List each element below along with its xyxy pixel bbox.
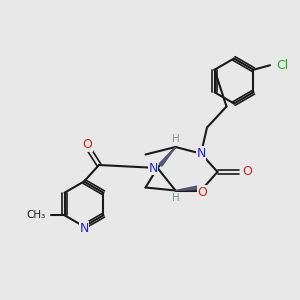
Text: O: O	[82, 138, 92, 152]
Text: Cl: Cl	[277, 59, 289, 72]
Polygon shape	[176, 186, 200, 190]
Text: N: N	[148, 161, 158, 175]
Polygon shape	[159, 147, 175, 166]
Text: N: N	[79, 221, 89, 235]
Text: CH₃: CH₃	[26, 210, 46, 220]
Text: O: O	[242, 165, 252, 178]
Text: O: O	[198, 185, 207, 199]
Text: H: H	[172, 134, 179, 145]
Text: H: H	[172, 193, 179, 203]
Text: N: N	[196, 147, 206, 160]
